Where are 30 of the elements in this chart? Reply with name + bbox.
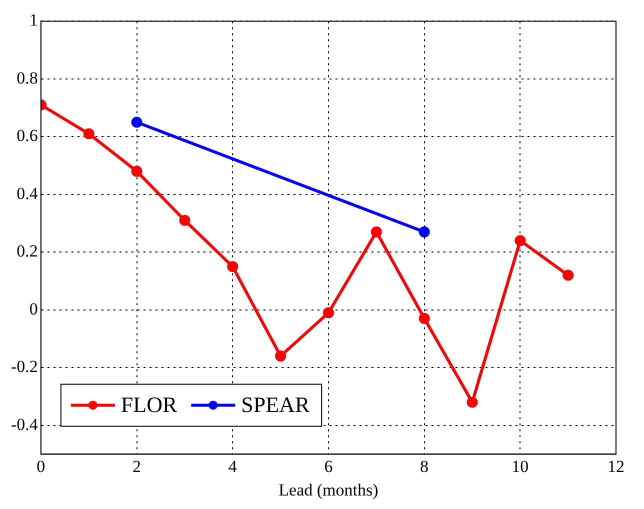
x-tick-label: 2 (132, 456, 142, 476)
x-axis-title: Lead (months) (278, 480, 378, 500)
point (514, 235, 526, 246)
point (418, 226, 430, 238)
y-tick-label: 0.6 (16, 126, 38, 146)
point (370, 226, 382, 238)
point (418, 313, 430, 324)
point (227, 261, 238, 272)
point (275, 350, 286, 362)
x-tick-label: 4 (228, 456, 238, 476)
point (322, 307, 334, 318)
point (83, 128, 94, 140)
point (131, 116, 142, 128)
y-tick-label: 0.2 (16, 242, 38, 261)
point (466, 396, 478, 408)
y-tick-label: -0.2 (10, 357, 38, 376)
y-tick-label: -0.4 (10, 414, 38, 434)
y-tick-label: 0.4 (16, 184, 38, 203)
point (179, 214, 190, 226)
point (131, 166, 142, 177)
point (562, 270, 574, 281)
x-tick-label: 10 (512, 456, 529, 476)
legend-label: FLOR (120, 392, 178, 417)
legend-label: SPEAR (241, 392, 310, 417)
x-tick-label: 12 (608, 456, 624, 476)
y-tick-label: 1 (29, 10, 38, 30)
x-tick-label: 8 (420, 456, 429, 476)
x-tick-label: 6 (324, 456, 333, 476)
y-tick-label: 0 (29, 299, 38, 318)
y-tick-label: 0.8 (16, 68, 38, 88)
